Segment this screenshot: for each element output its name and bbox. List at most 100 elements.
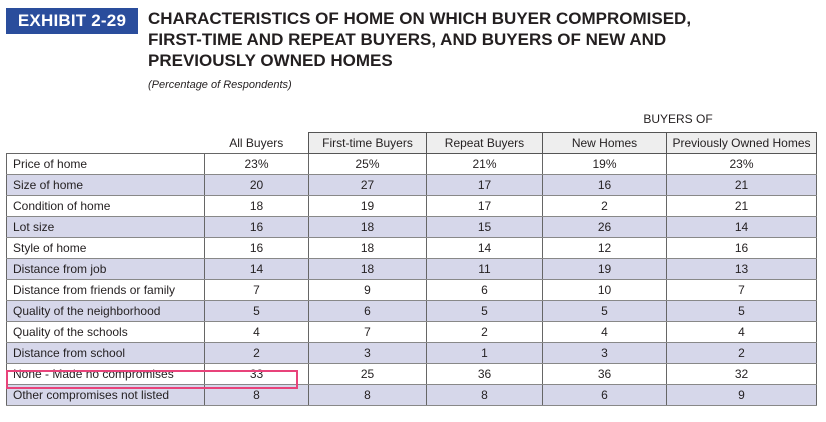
cell-value: 17	[426, 195, 543, 217]
cell-value: 21	[666, 174, 817, 196]
cell-value: 5	[204, 300, 309, 322]
cell-value: 21%	[426, 153, 543, 175]
cell-value: 27	[308, 174, 427, 196]
cell-value: 33	[204, 363, 309, 385]
cell-value: 8	[426, 384, 543, 406]
cell-value: 36	[426, 363, 543, 385]
cell-value: 9	[666, 384, 817, 406]
cell-value: 1	[426, 342, 543, 364]
cell-value: 32	[666, 363, 817, 385]
exhibit-badge: EXHIBIT 2-29	[6, 8, 138, 34]
table-row: Condition of home 18 19 17 2 21	[6, 195, 817, 217]
cell-value: 36	[542, 363, 667, 385]
table-row: Distance from job 14 18 11 19 13	[6, 258, 817, 280]
group-header-buyers-of: BUYERS OF	[643, 112, 713, 126]
cell-value: 25	[308, 363, 427, 385]
cell-value: 18	[308, 258, 427, 280]
cell-value: 23%	[666, 153, 817, 175]
table-row: Other compromises not listed 8 8 8 6 9	[6, 384, 817, 406]
cell-value: 21	[666, 195, 817, 217]
cell-value: 10	[542, 279, 667, 301]
header-blank	[7, 133, 205, 154]
cell-value: 9	[308, 279, 427, 301]
header-previously-owned-homes: Previously Owned Homes	[666, 132, 817, 154]
cell-value: 7	[666, 279, 817, 301]
cell-value: 6	[426, 279, 543, 301]
cell-value: 16	[204, 216, 309, 238]
cell-value: 19%	[542, 153, 667, 175]
cell-value: 8	[308, 384, 427, 406]
cell-value: 2	[666, 342, 817, 364]
cell-value: 4	[542, 321, 667, 343]
header-row: All Buyers First-time Buyers Repeat Buye…	[7, 132, 817, 154]
row-label: Price of home	[6, 153, 205, 175]
header-all-buyers: All Buyers	[229, 135, 284, 150]
cell-value: 14	[204, 258, 309, 280]
table-row: Distance from school 2 3 1 3 2	[6, 342, 817, 364]
compromise-table: All Buyers First-time Buyers Repeat Buye…	[6, 132, 817, 406]
cell-value: 8	[204, 384, 309, 406]
cell-value: 19	[308, 195, 427, 217]
cell-value: 18	[204, 195, 309, 217]
cell-value: 16	[204, 237, 309, 259]
cell-value: 14	[426, 237, 543, 259]
cell-value: 17	[426, 174, 543, 196]
row-label: Condition of home	[6, 195, 205, 217]
cell-value: 14	[666, 216, 817, 238]
cell-value: 5	[542, 300, 667, 322]
cell-value: 26	[542, 216, 667, 238]
row-label: Quality of the schools	[6, 321, 205, 343]
cell-value: 16	[542, 174, 667, 196]
cell-value: 6	[308, 300, 427, 322]
cell-value: 20	[204, 174, 309, 196]
title-line: FIRST-TIME AND REPEAT BUYERS, AND BUYERS…	[148, 30, 667, 49]
title-line: CHARACTERISTICS OF HOME ON WHICH BUYER C…	[148, 9, 692, 28]
table-row: Price of home 23% 25% 21% 19% 23%	[6, 153, 817, 175]
cell-value: 16	[666, 237, 817, 259]
cell-value: 25%	[308, 153, 427, 175]
cell-value: 3	[542, 342, 667, 364]
cell-value: 6	[542, 384, 667, 406]
cell-value: 2	[542, 195, 667, 217]
cell-value: 7	[204, 279, 309, 301]
row-label: Other compromises not listed	[6, 384, 205, 406]
table-row: None - Made no compromises 33 25 36 36 32	[6, 363, 817, 385]
row-label: None - Made no compromises	[6, 363, 205, 385]
cell-value: 19	[542, 258, 667, 280]
table-row: Quality of the schools 4 7 2 4 4	[6, 321, 817, 343]
header-first-time-buyers: First-time Buyers	[308, 132, 427, 154]
cell-value: 5	[426, 300, 543, 322]
table-row: Size of home 20 27 17 16 21	[6, 174, 817, 196]
cell-value: 11	[426, 258, 543, 280]
exhibit-subtitle: (Percentage of Respondents)	[148, 79, 292, 91]
row-label: Lot size	[6, 216, 205, 238]
row-label: Distance from job	[6, 258, 205, 280]
row-label: Size of home	[6, 174, 205, 196]
cell-value: 7	[308, 321, 427, 343]
row-label: Quality of the neighborhood	[6, 300, 205, 322]
table-row: Style of home 16 18 14 12 16	[6, 237, 817, 259]
table-body: Price of home 23% 25% 21% 19% 23% Size of home…	[6, 153, 817, 406]
row-label: Distance from friends or family	[6, 279, 205, 301]
table-row: Distance from friends or family 7 9 6 10 7	[6, 279, 817, 301]
exhibit-title: CHARACTERISTICS OF HOME ON WHICH BUYER C…	[148, 8, 808, 71]
cell-value: 13	[666, 258, 817, 280]
table-row: Quality of the neighborhood 5 6 5 5 5	[6, 300, 817, 322]
cell-value: 4	[666, 321, 817, 343]
cell-value: 12	[542, 237, 667, 259]
cell-value: 18	[308, 237, 427, 259]
row-label: Style of home	[6, 237, 205, 259]
cell-value: 15	[426, 216, 543, 238]
header-repeat-buyers: Repeat Buyers	[426, 132, 543, 154]
cell-value: 2	[204, 342, 309, 364]
row-label: Distance from school	[6, 342, 205, 364]
cell-value: 4	[204, 321, 309, 343]
cell-value: 23%	[204, 153, 309, 175]
header-new-homes: New Homes	[542, 132, 667, 154]
cell-value: 3	[308, 342, 427, 364]
cell-value: 2	[426, 321, 543, 343]
title-line: PREVIOUSLY OWNED HOMES	[148, 51, 393, 70]
table-row: Lot size 16 18 15 26 14	[6, 216, 817, 238]
cell-value: 5	[666, 300, 817, 322]
cell-value: 18	[308, 216, 427, 238]
